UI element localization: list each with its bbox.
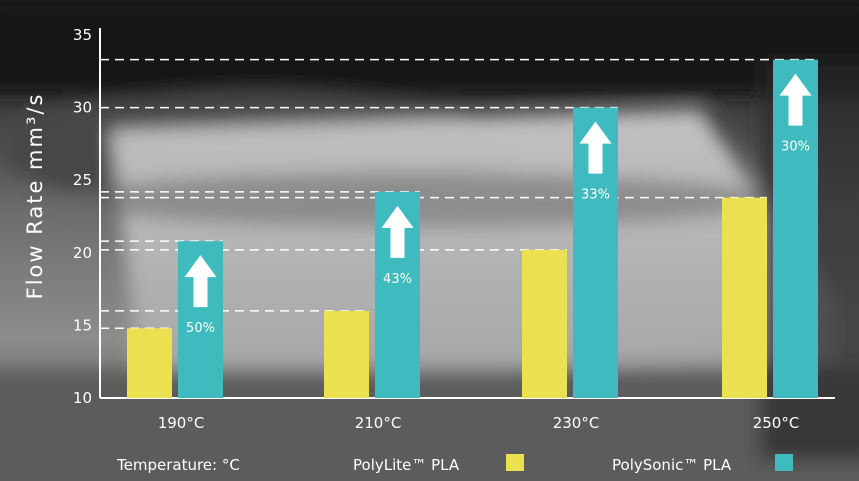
percent-increase-label: 33% [581, 188, 610, 203]
y-tick-label: 30 [73, 99, 92, 117]
x-tick-label: 190°C [158, 414, 205, 432]
bar-polylite [127, 328, 172, 398]
percent-increase-label: 30% [781, 140, 810, 155]
legend-swatch-polylite [506, 454, 524, 471]
legend: Temperature: °C PolyLite™ PLA PolySonic™… [116, 454, 793, 474]
legend-label-polysonic: PolySonic™ PLA [612, 456, 732, 474]
x-tick-label: 210°C [355, 414, 402, 432]
legend-label-polylite: PolyLite™ PLA [353, 456, 460, 474]
bar-polylite [722, 197, 767, 398]
bar-polylite [324, 310, 369, 398]
y-axis-label: Flow Rate mm³/s [23, 93, 47, 300]
y-tick-label: 25 [73, 171, 92, 189]
up-arrow-icon [579, 121, 612, 174]
percent-increase-label: 50% [186, 321, 215, 336]
bars: 50% 43% 33% 30% [127, 59, 818, 399]
legend-swatch-polysonic [775, 454, 793, 471]
x-tick-label: 250°C [753, 414, 800, 432]
y-tick-labels: 10 15 20 25 30 35 [73, 26, 92, 407]
y-tick-label: 10 [73, 389, 92, 407]
up-arrow-icon [779, 73, 812, 126]
x-axis-label: Temperature: °C [116, 456, 240, 474]
y-tick-label: 15 [73, 316, 92, 334]
up-arrow-icon [381, 205, 414, 258]
up-arrow-icon [184, 255, 217, 308]
y-tick-label: 35 [73, 26, 92, 44]
y-tick-label: 20 [73, 244, 92, 262]
bar-polylite [522, 249, 567, 398]
percent-increase-label: 43% [383, 272, 412, 287]
x-tick-labels: 190°C 210°C 230°C 250°C [158, 414, 800, 432]
x-tick-label: 230°C [553, 414, 600, 432]
